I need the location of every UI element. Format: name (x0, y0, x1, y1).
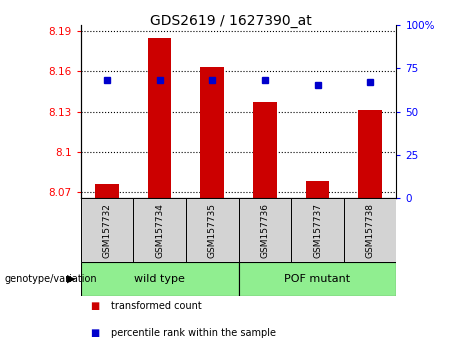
Text: GSM157732: GSM157732 (102, 202, 112, 258)
Text: GSM157736: GSM157736 (260, 202, 269, 258)
Text: genotype/variation: genotype/variation (5, 274, 97, 284)
Bar (81, 262, 239, 296)
Text: GDS2619 / 1627390_at: GDS2619 / 1627390_at (150, 14, 311, 28)
Bar (186, 198, 239, 262)
Text: GSM157735: GSM157735 (208, 202, 217, 258)
Bar (239, 262, 396, 296)
Bar (253, 102, 277, 198)
Text: transformed count: transformed count (111, 301, 201, 311)
Bar (95, 184, 119, 198)
Text: GSM157738: GSM157738 (366, 202, 375, 258)
Text: ■: ■ (90, 301, 99, 311)
Bar (148, 38, 171, 198)
Text: GSM157737: GSM157737 (313, 202, 322, 258)
Text: ▶: ▶ (67, 274, 76, 284)
Bar (239, 198, 291, 262)
Bar (358, 110, 382, 198)
Text: POF mutant: POF mutant (284, 274, 350, 284)
Text: wild type: wild type (134, 274, 185, 284)
Text: ■: ■ (90, 328, 99, 338)
Text: percentile rank within the sample: percentile rank within the sample (111, 328, 276, 338)
Bar (306, 181, 329, 198)
Bar (81, 198, 133, 262)
Bar (201, 68, 224, 198)
Text: GSM157734: GSM157734 (155, 202, 164, 258)
Bar (291, 198, 344, 262)
Bar (344, 198, 396, 262)
Bar (133, 198, 186, 262)
